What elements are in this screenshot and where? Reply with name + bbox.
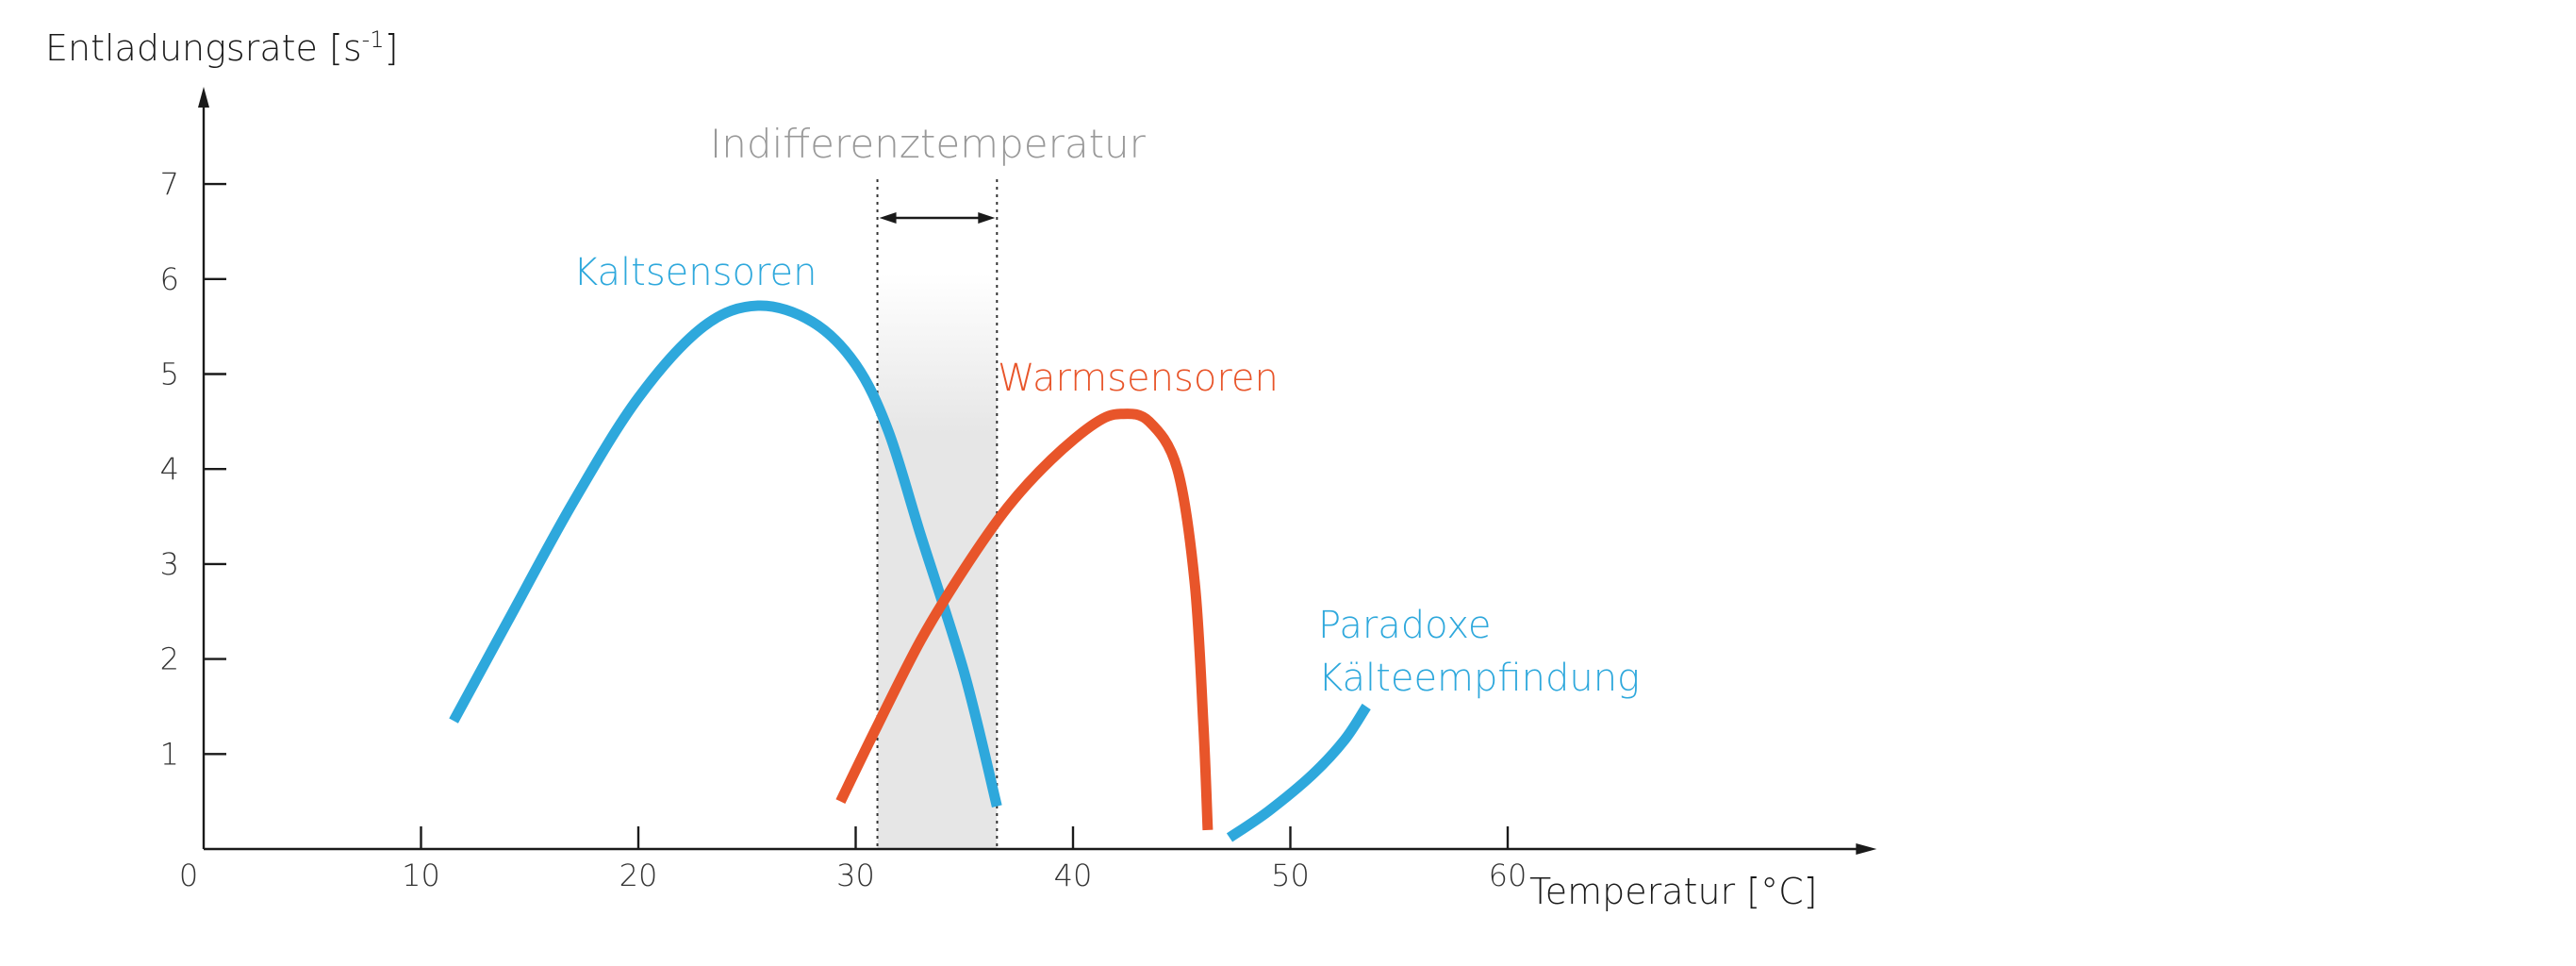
y-tick-label-3: 3 <box>160 546 179 582</box>
y-ticks: 1 2 3 4 5 6 7 <box>160 166 226 772</box>
y-tick-label-4: 4 <box>160 451 179 487</box>
series-label-kaltsensoren: Kaltsensoren <box>573 251 817 294</box>
x-origin-label: 0 <box>179 858 198 893</box>
y-axis-title-text: Entladungsrate [s <box>45 27 362 69</box>
y-axis-title: Entladungsrate [s-1] <box>45 26 398 69</box>
y-tick-label-6: 6 <box>160 261 179 297</box>
y-tick-label-1: 1 <box>160 736 179 772</box>
y-axis-title-sup: -1 <box>362 26 385 53</box>
indifference-band <box>877 274 998 849</box>
series-kaltsensoren-line <box>449 300 1002 808</box>
x-tick-label-40: 40 <box>1054 858 1093 893</box>
series-label-paradoxe-line1: Paradoxe <box>1318 604 1491 647</box>
y-tick-label-7: 7 <box>160 166 179 202</box>
band-arrow-head-right <box>978 212 996 224</box>
series-label-paradoxe-line2: Kälteempfindung <box>1318 657 1640 700</box>
x-axis-title: Temperatur [°C] <box>1529 871 1817 912</box>
series-warmsensoren-line <box>835 408 1214 831</box>
y-axis-arrow <box>198 87 209 108</box>
series-paradoxe-kaelteempfindung-line <box>1226 703 1371 842</box>
series-label-warmsensoren: Warmsensoren <box>998 357 1279 400</box>
y-axis-title-close: ] <box>385 27 399 69</box>
x-axis-arrow <box>1856 843 1877 855</box>
y-tick-label-2: 2 <box>160 641 179 677</box>
x-tick-label-20: 20 <box>619 858 658 893</box>
x-tick-label-50: 50 <box>1271 858 1310 893</box>
x-tick-label-60: 60 <box>1489 858 1527 893</box>
x-ticks: 10 20 30 40 50 60 <box>402 826 1527 893</box>
y-tick-label-5: 5 <box>160 357 179 392</box>
band-arrow-head-left <box>879 212 897 224</box>
series-label-paradoxe: Paradoxe Kälteempfindung <box>1318 604 1640 700</box>
x-tick-label-10: 10 <box>402 858 440 893</box>
x-tick-label-30: 30 <box>836 858 875 893</box>
band-label: Indifferenztemperatur <box>710 121 1147 167</box>
